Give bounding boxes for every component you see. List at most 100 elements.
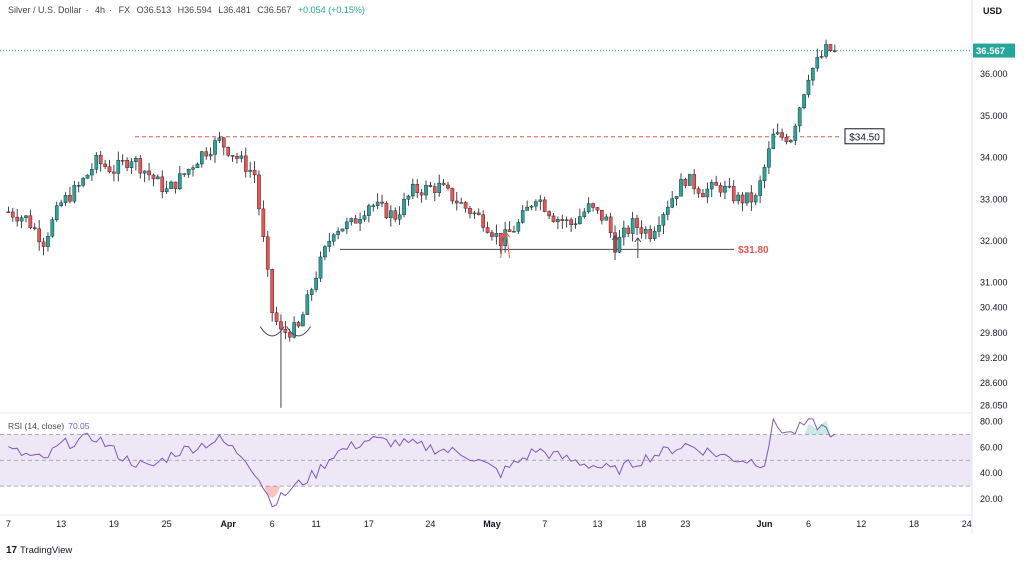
candle (600, 209, 604, 221)
candle (665, 207, 670, 215)
candle (353, 218, 358, 224)
support-label: $31.80 (738, 245, 769, 256)
candle (173, 181, 178, 189)
candle (542, 199, 547, 212)
candle (644, 229, 648, 234)
time-tick-label: 24 (962, 519, 972, 529)
ohlc-high: H36.594 (177, 5, 212, 15)
time-tick-label: 18 (909, 519, 919, 529)
support-test-arrow-head (500, 232, 508, 238)
time-tick-label: 19 (109, 519, 119, 529)
candle (68, 195, 72, 202)
rsi-label: RSI (14, close) (8, 421, 65, 431)
candle (578, 216, 582, 224)
price-tick-label: 28.600 (980, 378, 1008, 388)
candle (314, 278, 318, 290)
candle (745, 192, 749, 204)
candle (758, 180, 762, 196)
chart-header: Silver / U.S. Dollar · 4h · FX O36.513 H36… (8, 5, 365, 15)
candle (828, 44, 833, 51)
candle (670, 198, 674, 208)
candle (138, 158, 143, 174)
rsi-value: 70.05 (68, 421, 90, 431)
candle (72, 185, 77, 202)
candle (24, 215, 28, 219)
candle (243, 155, 248, 172)
candle (573, 223, 578, 226)
candle (50, 219, 55, 237)
time-tick-label: 18 (636, 519, 646, 529)
candle (705, 188, 710, 198)
candle (520, 210, 525, 223)
candle (608, 216, 613, 233)
candle (248, 169, 252, 172)
candle (331, 234, 336, 242)
candle (195, 163, 200, 169)
candle (389, 210, 393, 219)
ohlc-open: O36.513 (136, 5, 172, 15)
double-bottom-arc (286, 326, 311, 337)
candle (257, 174, 261, 210)
candle (252, 169, 257, 176)
candle (564, 219, 569, 221)
candle (380, 201, 384, 204)
candle (560, 219, 565, 221)
candle (156, 176, 160, 180)
price-tick-label: 28.050 (980, 401, 1008, 411)
candle (696, 188, 701, 194)
tradingview-icon: 17 (6, 545, 18, 556)
candle (402, 199, 406, 215)
candle (687, 174, 692, 186)
candle (296, 322, 301, 327)
support-test-arrow-head (503, 232, 510, 238)
candle (498, 233, 503, 247)
candle (617, 236, 622, 253)
candle (178, 173, 182, 189)
candle (208, 154, 213, 157)
candle (657, 225, 661, 232)
candle (802, 94, 806, 109)
candle (406, 195, 411, 200)
candle (200, 151, 204, 165)
candle (639, 227, 644, 234)
time-tick-label: 24 (425, 519, 435, 529)
candle (336, 230, 340, 235)
price-tick-label: 29.800 (980, 328, 1008, 338)
candle (169, 181, 173, 189)
time-tick-label: 13 (592, 519, 602, 529)
candle (147, 170, 151, 176)
support-test-arrow (500, 232, 505, 259)
candle (525, 206, 529, 211)
candle (626, 227, 631, 234)
rsi-oversold-fill (264, 486, 281, 498)
candle (591, 203, 595, 208)
candle (305, 294, 310, 315)
candle (775, 132, 780, 135)
brand-label: TradingView (20, 545, 73, 556)
candle (516, 222, 521, 232)
candle (441, 182, 446, 186)
candle (661, 214, 666, 226)
candle (411, 184, 415, 197)
timeframe[interactable]: 4h (95, 5, 106, 15)
candle (384, 203, 389, 219)
candle (551, 215, 556, 222)
rsi-tick-label: 60.00 (980, 442, 1003, 452)
currency-label[interactable]: USD (983, 6, 1003, 16)
candle (340, 228, 345, 232)
price-tick-label: 29.200 (980, 353, 1008, 363)
candle (10, 211, 15, 218)
candle (797, 107, 802, 127)
support-test-arrow (506, 232, 511, 259)
candle (485, 227, 490, 233)
symbol-name[interactable]: Silver / U.S. Dollar (8, 5, 82, 15)
candle (433, 186, 437, 193)
candle (112, 171, 116, 174)
candle (292, 322, 296, 338)
candle (727, 185, 732, 188)
rsi-header[interactable]: RSI (14, close) 70.05 (8, 421, 90, 431)
candle (32, 227, 37, 229)
candle (424, 185, 428, 196)
tradingview-logo[interactable]: 17 TradingView (6, 545, 72, 556)
